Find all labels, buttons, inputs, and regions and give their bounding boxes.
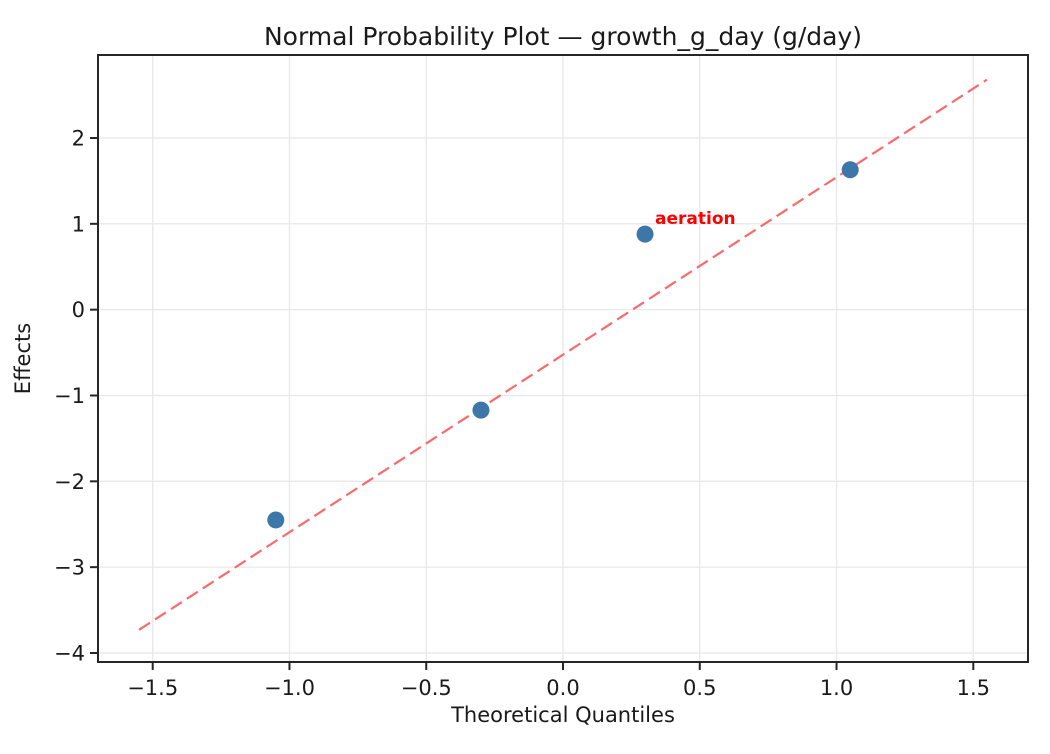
y-tick-label: 0 <box>72 298 85 322</box>
x-tick-label: 1.5 <box>957 676 990 700</box>
data-point <box>267 511 285 529</box>
y-tick-label: −3 <box>54 556 85 580</box>
y-axis-label: Effects <box>11 323 35 394</box>
y-tick-label: 1 <box>72 212 85 236</box>
x-axis-label: Theoretical Quantiles <box>450 703 675 727</box>
y-tick-label: −4 <box>54 641 85 665</box>
data-points <box>267 161 859 529</box>
data-point <box>841 161 859 179</box>
annotation-aeration: aeration <box>655 209 736 229</box>
x-tick-label: −0.5 <box>401 676 452 700</box>
x-tick-label: 0.5 <box>683 676 716 700</box>
x-tick-label: 1.0 <box>820 676 853 700</box>
x-tick-label: 0.0 <box>546 676 579 700</box>
axis-ticks: −1.5 −1.0 −0.5 0.0 0.5 1.0 1.5 −4 −3 −2 −1 0 1 2 <box>54 126 990 700</box>
x-tick-label: −1.5 <box>127 676 178 700</box>
x-tick-label: −1.0 <box>264 676 315 700</box>
plot-border <box>97 54 1029 663</box>
annotation-group: aeration <box>655 209 736 229</box>
y-tick-label: 2 <box>72 126 85 150</box>
y-tick-label: −1 <box>54 384 85 408</box>
y-tick-label: −2 <box>54 470 85 494</box>
data-point <box>472 401 490 419</box>
data-point <box>636 225 654 243</box>
chart-title: Normal Probability Plot — growth_g_day (… <box>264 22 862 51</box>
gridlines <box>98 55 1028 662</box>
